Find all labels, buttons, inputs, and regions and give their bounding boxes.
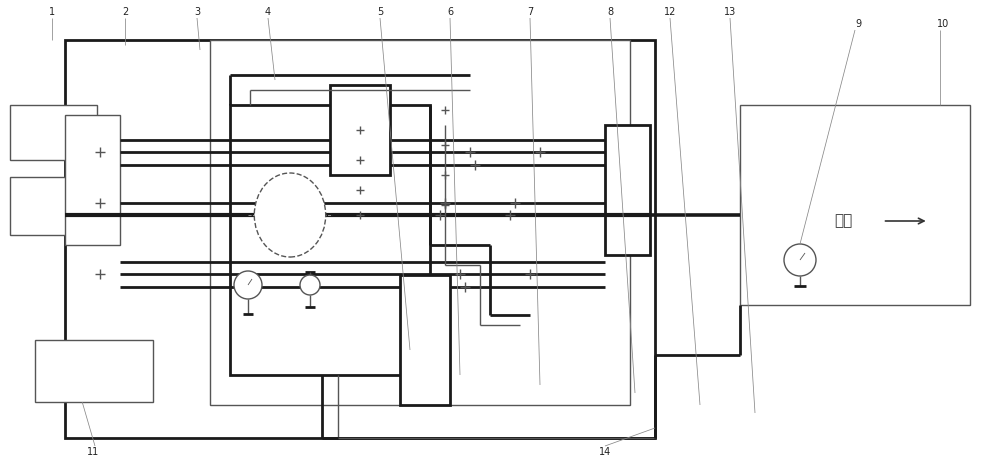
- Text: 4: 4: [265, 7, 271, 17]
- Text: 1: 1: [49, 7, 55, 17]
- Circle shape: [300, 275, 320, 295]
- Bar: [65, 115, 120, 245]
- Text: 9: 9: [855, 19, 861, 29]
- Text: 10: 10: [937, 19, 949, 29]
- Bar: [740, 105, 970, 305]
- Bar: [10, 177, 97, 235]
- Text: 3: 3: [194, 7, 200, 17]
- Bar: [35, 340, 153, 402]
- Circle shape: [784, 244, 816, 276]
- Bar: [330, 85, 390, 175]
- Text: 11: 11: [87, 447, 99, 457]
- Text: 13: 13: [724, 7, 736, 17]
- Bar: [10, 105, 97, 160]
- Text: 5: 5: [377, 7, 383, 17]
- Bar: [605, 125, 650, 255]
- Text: 6: 6: [447, 7, 453, 17]
- Text: 8: 8: [607, 7, 613, 17]
- Text: 12: 12: [664, 7, 676, 17]
- Bar: [210, 40, 630, 405]
- Bar: [65, 40, 655, 438]
- Text: 14: 14: [599, 447, 611, 457]
- Circle shape: [234, 271, 262, 299]
- Text: 7: 7: [527, 7, 533, 17]
- Ellipse shape: [254, 173, 326, 257]
- Text: 2: 2: [122, 7, 128, 17]
- Bar: [230, 105, 430, 375]
- Bar: [400, 275, 450, 405]
- Text: 氮气: 氮气: [834, 213, 853, 228]
